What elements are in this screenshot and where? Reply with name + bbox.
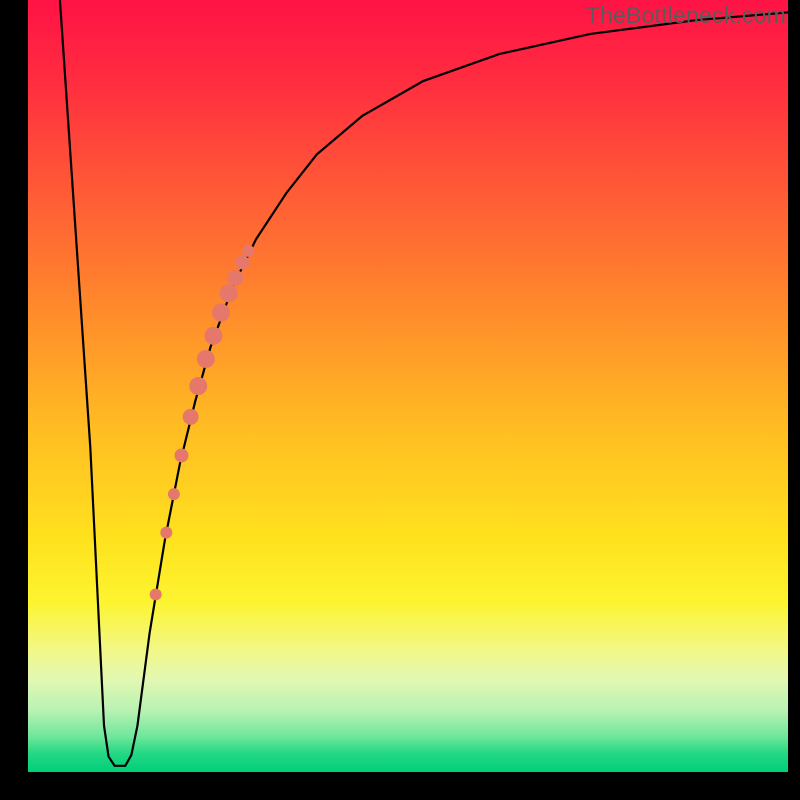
chart-frame: TheBottleneck.com — [0, 0, 800, 800]
data-marker — [150, 588, 162, 600]
data-marker — [204, 327, 222, 345]
data-marker — [189, 377, 207, 395]
data-marker — [235, 255, 249, 269]
data-marker — [242, 245, 254, 257]
data-marker — [212, 304, 230, 322]
marker-group — [150, 245, 255, 601]
curve-layer — [28, 0, 788, 772]
plot-area — [28, 0, 788, 772]
data-marker — [183, 409, 199, 425]
data-marker — [220, 284, 238, 302]
data-marker — [168, 488, 180, 500]
data-marker — [175, 448, 189, 462]
data-marker — [160, 527, 172, 539]
data-marker — [197, 350, 215, 368]
watermark-text: TheBottleneck.com — [586, 2, 786, 29]
bottleneck-curve — [60, 0, 788, 766]
data-marker — [227, 270, 243, 286]
